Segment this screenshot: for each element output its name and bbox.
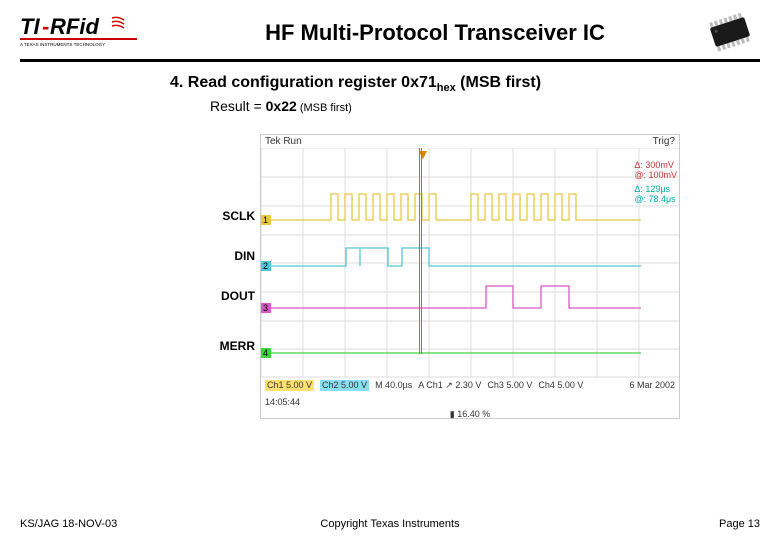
footer-center: Copyright Texas Instruments (320, 518, 459, 530)
label-din: DIN (205, 249, 255, 263)
scope-grid (261, 148, 679, 378)
section-title-sub: hex (437, 82, 456, 94)
label-merr: MERR (205, 339, 255, 353)
scope-header: Tek Run Trig? (261, 135, 679, 148)
label-sclk: SCLK (205, 209, 255, 223)
section-title: 4. Read configuration register 0x71hex (… (170, 74, 780, 94)
result-value: 0x22 (266, 98, 297, 114)
scope-ch4: Ch4 5.00 V (538, 380, 583, 391)
scope-ch3: Ch3 5.00 V (487, 380, 532, 391)
section-title-main: Read configuration register 0x71 (188, 74, 437, 91)
scope-footer: Ch1 5.00 V Ch2 5.00 V M 40.0μs A Ch1 ↗ 2… (261, 378, 679, 409)
section-number: 4. (170, 74, 183, 91)
header-divider (20, 59, 760, 62)
scope-timebase: M 40.0μs (375, 380, 412, 391)
scope-area: SCLK DIN DOUT MERR Tek Run Trig? 1234 ▼ … (0, 134, 780, 434)
oscilloscope-screenshot: Tek Run Trig? 1234 ▼ Δ: 300mV @: 100mV Δ… (260, 134, 680, 419)
scope-run-state: Tek Run (265, 136, 302, 147)
scope-date: 6 Mar 2002 (629, 380, 675, 391)
footer-left: KS/JAG 18-NOV-03 (20, 518, 117, 530)
footer-right: Page 13 (719, 518, 760, 530)
page-title: HF Multi-Protocol Transceiver IC (170, 20, 700, 46)
scope-ch2: Ch2 5.00 V (320, 380, 369, 391)
svg-text:TI: TI (20, 14, 40, 39)
svg-text:3: 3 (263, 303, 268, 313)
svg-text:RFid: RFid (50, 14, 99, 39)
scope-measure-readout: Δ: 300mV @: 100mV Δ: 129μs @: 78.4μs (634, 160, 677, 204)
section-title-tail: (MSB first) (456, 74, 541, 91)
logo-subtext: A TEXAS INSTRUMENTS TECHNOLOGY (20, 42, 105, 47)
scope-trigger: A Ch1 ↗ 2.30 V (418, 380, 481, 391)
ti-rfid-logo: TI - RFid A TEXAS INSTRUMENTS TECHNOLOGY (20, 12, 140, 54)
result-label: Result = (210, 98, 266, 114)
svg-text:4: 4 (263, 348, 268, 358)
scope-trig-state: Trig? (653, 136, 675, 147)
readout-dt: Δ: 129μs (634, 184, 677, 194)
svg-text:2: 2 (263, 261, 268, 271)
result-line: Result = 0x22 (MSB first) (210, 98, 780, 114)
scope-position-pct: ▮ 16.40 % (261, 409, 679, 420)
result-tail: (MSB first) (297, 102, 352, 114)
svg-text:1: 1 (263, 215, 268, 225)
label-dout: DOUT (205, 289, 255, 303)
scope-time: 14:05:44 (265, 397, 300, 407)
cursor-line-2 (419, 148, 420, 354)
footer: KS/JAG 18-NOV-03 Copyright Texas Instrum… (0, 518, 780, 530)
readout-dv: Δ: 300mV (634, 160, 677, 170)
scope-ch1: Ch1 5.00 V (265, 380, 314, 391)
header: TI - RFid A TEXAS INSTRUMENTS TECHNOLOGY… (0, 0, 780, 59)
scope-plot: 1234 ▼ Δ: 300mV @: 100mV Δ: 129μs @: 78.… (261, 148, 679, 378)
readout-v: @: 100mV (634, 170, 677, 180)
readout-t: @: 78.4μs (634, 194, 677, 204)
svg-text:-: - (42, 14, 49, 39)
cursor-line-1 (421, 148, 422, 354)
chip-icon (700, 10, 760, 55)
